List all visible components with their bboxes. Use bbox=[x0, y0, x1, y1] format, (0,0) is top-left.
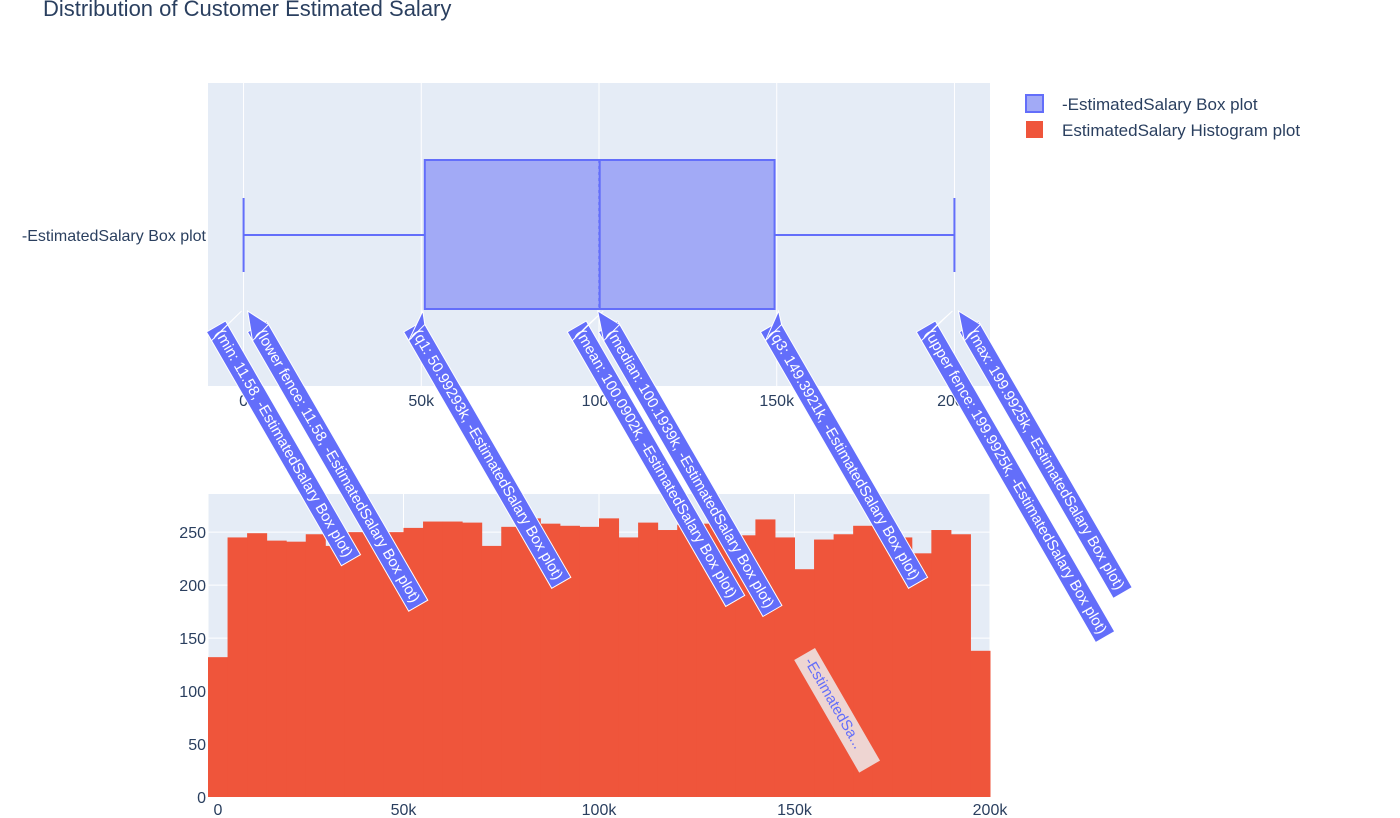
histogram-bar[interactable] bbox=[579, 526, 600, 797]
histogram-y-tick-label: 50 bbox=[188, 737, 206, 754]
histogram-bar[interactable] bbox=[208, 657, 229, 797]
histogram-bar[interactable] bbox=[481, 545, 502, 797]
histogram-bar[interactable] bbox=[892, 537, 913, 797]
histogram-x-ticks: 0 50k 100k 150k 200k bbox=[214, 802, 1009, 818]
histogram-bar[interactable] bbox=[286, 541, 307, 797]
legend-item-histogram-plot[interactable]: EstimatedSalary Histogram plot bbox=[1062, 121, 1300, 140]
box-annotation-pointer bbox=[921, 310, 953, 342]
histogram-bar[interactable] bbox=[364, 531, 385, 797]
histogram-bar[interactable] bbox=[227, 537, 248, 797]
chart-title: Distribution of Customer Estimated Salar… bbox=[43, 0, 451, 21]
box-annotation-background bbox=[205, 320, 362, 567]
histogram-bar[interactable] bbox=[618, 537, 639, 797]
histogram-bar[interactable] bbox=[599, 518, 620, 797]
histogram-y-tick-label: 250 bbox=[179, 525, 206, 542]
histogram-x-tick-label: 150k bbox=[777, 802, 813, 818]
histogram-bar[interactable] bbox=[462, 522, 483, 797]
box-annotation-background bbox=[759, 320, 929, 589]
histogram-bar[interactable] bbox=[423, 521, 444, 797]
histogram-bar[interactable] bbox=[735, 535, 756, 797]
histogram-x-tick-label: 50k bbox=[391, 802, 418, 818]
box-annotation-pointer bbox=[957, 309, 982, 342]
legend-box-swatch[interactable] bbox=[1025, 94, 1044, 113]
histogram-bar[interactable] bbox=[247, 533, 268, 797]
histogram-panel: 0 50k 100k 150k 200k 0 50 100 150 200 250 bbox=[179, 494, 1008, 818]
histogram-bar[interactable] bbox=[501, 526, 522, 797]
box-annotation-pointer bbox=[765, 309, 783, 342]
histogram-bar[interactable] bbox=[305, 534, 326, 797]
histogram-bar[interactable] bbox=[911, 553, 932, 797]
histogram-y-tick-label: 0 bbox=[197, 790, 206, 807]
histogram-bar[interactable] bbox=[931, 530, 952, 797]
box-annotation-pointer bbox=[211, 310, 242, 342]
histogram-bar[interactable] bbox=[266, 540, 287, 797]
box-annotation-pointer bbox=[246, 309, 270, 342]
histogram-bar[interactable] bbox=[794, 569, 815, 797]
box-annotation-background bbox=[403, 320, 572, 589]
legend-histogram-swatch[interactable] bbox=[1026, 121, 1043, 138]
histogram-bar[interactable] bbox=[559, 525, 580, 797]
histogram-bar[interactable] bbox=[657, 530, 678, 797]
hover-label-background bbox=[794, 648, 880, 773]
histogram-x-tick-label: 200k bbox=[973, 802, 1009, 818]
histogram-y-tick-label: 200 bbox=[179, 578, 206, 595]
histogram-bar[interactable] bbox=[383, 532, 404, 797]
histogram-bar[interactable] bbox=[755, 519, 776, 797]
box-annotation-pointer bbox=[408, 309, 426, 342]
legend-item-box-plot[interactable]: -EstimatedSalary Box plot bbox=[1062, 95, 1258, 114]
histogram-y-tick-label: 100 bbox=[179, 684, 206, 701]
box-plot-panel: 0 50k 100k 150k 200k -EstimatedSalary Box pl… bbox=[22, 83, 990, 410]
histogram-x-tick-label: 100k bbox=[582, 802, 618, 818]
box-x-tick-label: 50k bbox=[408, 393, 435, 410]
box-x-tick-label: 0 bbox=[239, 393, 248, 410]
histogram-bar[interactable] bbox=[677, 524, 698, 797]
histogram-y-ticks: 0 50 100 150 200 250 bbox=[179, 525, 206, 807]
histogram-x-tick-label: 0 bbox=[214, 802, 223, 818]
box-plot-category-label: -EstimatedSalary Box plot bbox=[22, 228, 207, 245]
histogram-bars[interactable] bbox=[208, 518, 991, 797]
histogram-y-tick-label: 150 bbox=[179, 631, 206, 648]
histogram-bar[interactable] bbox=[442, 521, 463, 797]
histogram-bar[interactable] bbox=[950, 534, 971, 797]
histogram-bar[interactable] bbox=[540, 523, 561, 797]
box-annotation-pointer bbox=[596, 309, 621, 342]
histogram-bar[interactable] bbox=[520, 518, 541, 797]
histogram-bar[interactable] bbox=[774, 537, 795, 797]
histogram-bar[interactable] bbox=[696, 523, 717, 797]
box-annotation-background bbox=[915, 320, 1116, 644]
histogram-bar[interactable] bbox=[344, 532, 365, 797]
legend[interactable]: -EstimatedSalary Box plot EstimatedSalar… bbox=[1025, 94, 1300, 140]
histogram-bar[interactable] bbox=[970, 650, 991, 797]
box-x-tick-label: 150k bbox=[759, 393, 795, 410]
histogram-bar[interactable] bbox=[872, 523, 893, 797]
box-plot-trace[interactable] bbox=[242, 159, 956, 310]
histogram-bar[interactable] bbox=[325, 545, 346, 797]
histogram-bar[interactable] bbox=[638, 522, 659, 797]
box-annotation-pointer bbox=[571, 310, 604, 342]
box-annotation-background bbox=[566, 320, 746, 608]
